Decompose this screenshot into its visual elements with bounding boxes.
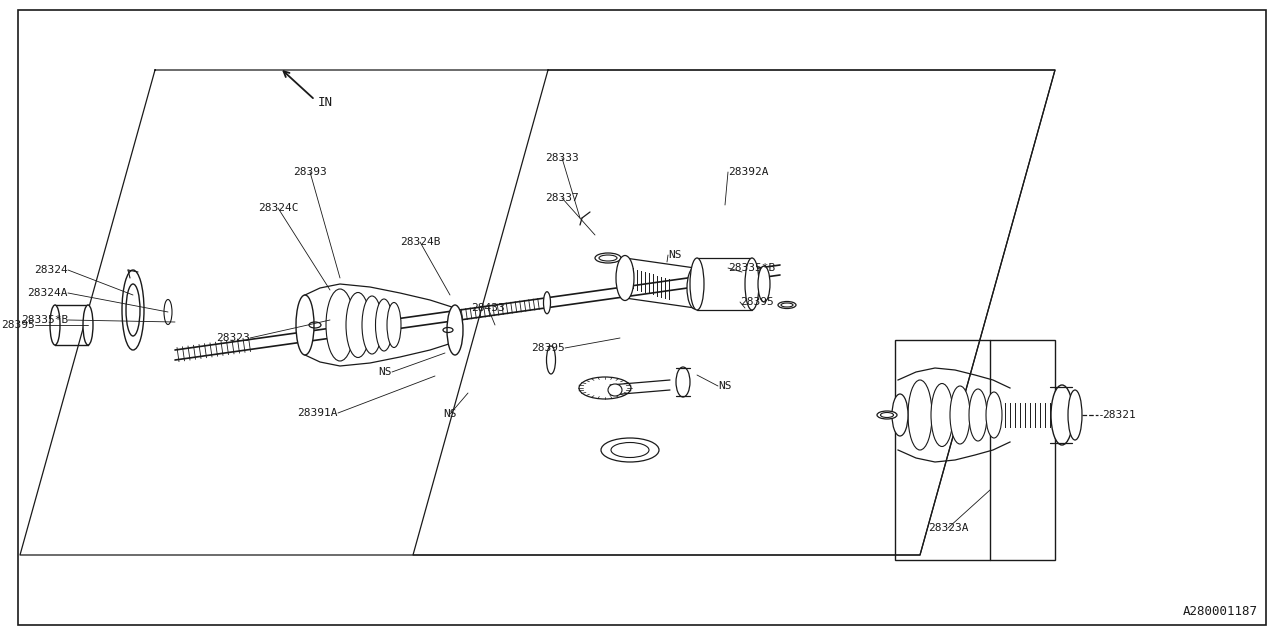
Ellipse shape [595, 253, 621, 263]
Ellipse shape [326, 289, 355, 361]
Text: 28324C: 28324C [257, 203, 298, 213]
Text: 28392A: 28392A [728, 167, 768, 177]
Ellipse shape [986, 392, 1002, 438]
Ellipse shape [758, 266, 771, 302]
Ellipse shape [296, 295, 314, 355]
Ellipse shape [690, 258, 704, 310]
Ellipse shape [969, 389, 987, 441]
Text: NS: NS [379, 367, 392, 377]
Text: 28324B: 28324B [399, 237, 440, 247]
Ellipse shape [778, 301, 796, 308]
Ellipse shape [892, 394, 908, 436]
Text: A280001187: A280001187 [1183, 605, 1258, 618]
Ellipse shape [745, 258, 759, 310]
Ellipse shape [676, 367, 690, 397]
Ellipse shape [164, 300, 172, 324]
Ellipse shape [387, 303, 401, 348]
Text: 28395: 28395 [531, 343, 564, 353]
Bar [698, 258, 753, 310]
Text: 28323: 28323 [216, 333, 250, 343]
Text: 28395: 28395 [1, 320, 35, 330]
Ellipse shape [608, 384, 622, 396]
Ellipse shape [447, 305, 463, 355]
Text: NS: NS [718, 381, 731, 391]
Ellipse shape [50, 305, 60, 345]
Ellipse shape [125, 284, 140, 336]
Ellipse shape [950, 386, 970, 444]
Ellipse shape [781, 303, 794, 307]
Ellipse shape [908, 380, 932, 450]
Text: 28393: 28393 [293, 167, 326, 177]
Ellipse shape [579, 377, 631, 399]
Ellipse shape [375, 299, 393, 351]
Text: 28433: 28433 [471, 303, 504, 313]
Text: 28337: 28337 [545, 193, 579, 203]
Text: 28324A: 28324A [27, 288, 68, 298]
Text: IN: IN [317, 97, 333, 109]
Ellipse shape [602, 438, 659, 462]
Ellipse shape [122, 270, 143, 350]
Text: NS: NS [443, 409, 457, 419]
Ellipse shape [1068, 390, 1082, 440]
Ellipse shape [616, 255, 634, 301]
Ellipse shape [544, 292, 550, 314]
Ellipse shape [881, 413, 893, 417]
Text: NS: NS [668, 250, 681, 260]
Ellipse shape [346, 292, 370, 358]
Ellipse shape [362, 296, 381, 354]
Text: 28321: 28321 [1102, 410, 1135, 420]
Text: 28323A: 28323A [928, 523, 968, 533]
Ellipse shape [931, 383, 954, 447]
Ellipse shape [599, 255, 617, 261]
Text: 28335*B: 28335*B [728, 263, 776, 273]
Ellipse shape [687, 267, 703, 309]
Ellipse shape [611, 442, 649, 458]
Bar [895, 340, 1055, 560]
Text: 28324: 28324 [35, 265, 68, 275]
Ellipse shape [1051, 385, 1073, 445]
Text: 28391A: 28391A [297, 408, 338, 418]
Text: 28335*B: 28335*B [20, 315, 68, 325]
Text: 28333: 28333 [545, 153, 579, 163]
Ellipse shape [83, 305, 93, 345]
Ellipse shape [877, 411, 897, 419]
Ellipse shape [547, 346, 556, 374]
Text: 28395: 28395 [740, 297, 773, 307]
